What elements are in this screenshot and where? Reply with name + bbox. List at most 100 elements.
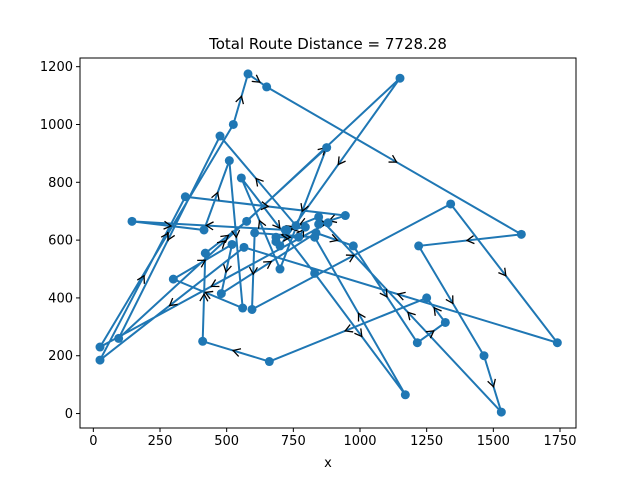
- direction-arrow: [210, 279, 220, 288]
- city-point: [224, 156, 234, 166]
- direction-arrow: [257, 219, 267, 229]
- city-point: [250, 228, 260, 238]
- city-point: [168, 274, 178, 284]
- direction-arrow: [231, 348, 242, 357]
- city-point: [348, 241, 358, 251]
- city-point: [239, 242, 249, 252]
- x-tick-label: 0: [89, 434, 97, 449]
- direction-arrow: [272, 219, 281, 230]
- direction-arrow: [396, 291, 406, 301]
- city-point: [552, 338, 562, 348]
- direction-arrow: [205, 221, 214, 231]
- city-point: [200, 248, 210, 258]
- city-point: [95, 342, 105, 352]
- direction-arrow: [216, 240, 226, 249]
- city-point: [271, 232, 281, 242]
- city-point: [323, 218, 333, 228]
- city-point: [227, 239, 237, 249]
- y-tick-label: 400: [48, 291, 73, 306]
- direction-arrow: [337, 156, 346, 166]
- direction-arrow: [248, 266, 259, 276]
- direction-arrow: [231, 229, 241, 239]
- direction-arrow: [255, 177, 264, 187]
- city-point: [215, 131, 225, 141]
- direction-arrow: [379, 288, 388, 298]
- city-point: [400, 390, 410, 400]
- direction-arrow: [168, 297, 178, 307]
- x-tick-label: 500: [214, 434, 239, 449]
- y-tick-label: 0: [65, 407, 73, 422]
- direction-arrow: [260, 201, 270, 211]
- city-point: [95, 355, 105, 365]
- city-point: [228, 119, 238, 129]
- chart-title: Total Route Distance = 7728.28: [208, 35, 447, 53]
- city-point: [412, 338, 422, 348]
- y-tick-label: 1200: [40, 60, 73, 75]
- direction-arrow: [345, 254, 356, 263]
- direction-arrow: [220, 234, 230, 244]
- city-point: [291, 221, 301, 231]
- direction-arrow: [407, 311, 416, 321]
- city-point: [322, 143, 332, 153]
- city-point: [243, 69, 253, 79]
- direction-arrow: [357, 312, 366, 322]
- axes: 0 250 500 750 1000 1250 1500 1750 0 200 400 600 800 1…: [40, 57, 577, 449]
- direction-arrow: [465, 235, 475, 245]
- direction-arrow: [199, 292, 209, 302]
- direction-arrow: [136, 274, 146, 284]
- y-tick-label: 800: [48, 176, 73, 191]
- city-point: [314, 219, 324, 229]
- city-point: [340, 211, 350, 221]
- city-point: [198, 336, 208, 346]
- city-point: [242, 216, 252, 226]
- city-point: [479, 351, 489, 361]
- city-point: [262, 82, 272, 92]
- direction-arrow: [163, 220, 173, 230]
- y-tick-label: 1000: [40, 118, 73, 133]
- city-point: [310, 232, 320, 242]
- x-tick-label: 750: [281, 434, 306, 449]
- direction-arrow: [211, 191, 220, 201]
- city-point: [300, 222, 310, 232]
- x-tick-label: 1500: [477, 434, 510, 449]
- city-point: [414, 241, 424, 251]
- city-point: [395, 73, 405, 83]
- city-point: [294, 232, 304, 242]
- route-line: [97, 72, 561, 413]
- direction-arrow: [235, 95, 245, 105]
- y-tick-label: 600: [48, 234, 73, 249]
- city-point: [275, 264, 285, 274]
- direction-arrow: [344, 324, 354, 333]
- city-point: [446, 199, 456, 209]
- x-tick-label: 1750: [543, 434, 576, 449]
- direction-arrow: [251, 74, 261, 83]
- direction-arrow: [263, 260, 273, 270]
- direction-arrow: [197, 259, 207, 268]
- plot-frame: [79, 57, 577, 429]
- direction-arrow: [329, 233, 339, 243]
- direction-arrow: [283, 232, 292, 242]
- direction-arrow: [204, 290, 214, 300]
- direction-arrow: [445, 295, 454, 305]
- direction-arrow: [166, 231, 176, 242]
- x-tick-label: 1250: [410, 434, 443, 449]
- direction-arrow: [425, 330, 435, 339]
- city-point: [247, 304, 257, 314]
- direction-arrow: [433, 306, 442, 316]
- y-tick-label: 200: [48, 349, 73, 364]
- city-point: [314, 212, 324, 222]
- direction-arrow: [388, 154, 398, 163]
- city-point: [216, 289, 226, 299]
- city-point: [127, 216, 137, 226]
- direction-arrow: [222, 264, 232, 274]
- x-axis-label: x: [324, 456, 332, 471]
- city-point: [440, 317, 450, 327]
- direction-arrow: [487, 378, 496, 389]
- city-point: [264, 357, 274, 367]
- city-point: [236, 173, 246, 183]
- direction-arrow: [354, 328, 363, 338]
- city-point: [310, 268, 320, 278]
- city-point: [114, 333, 124, 343]
